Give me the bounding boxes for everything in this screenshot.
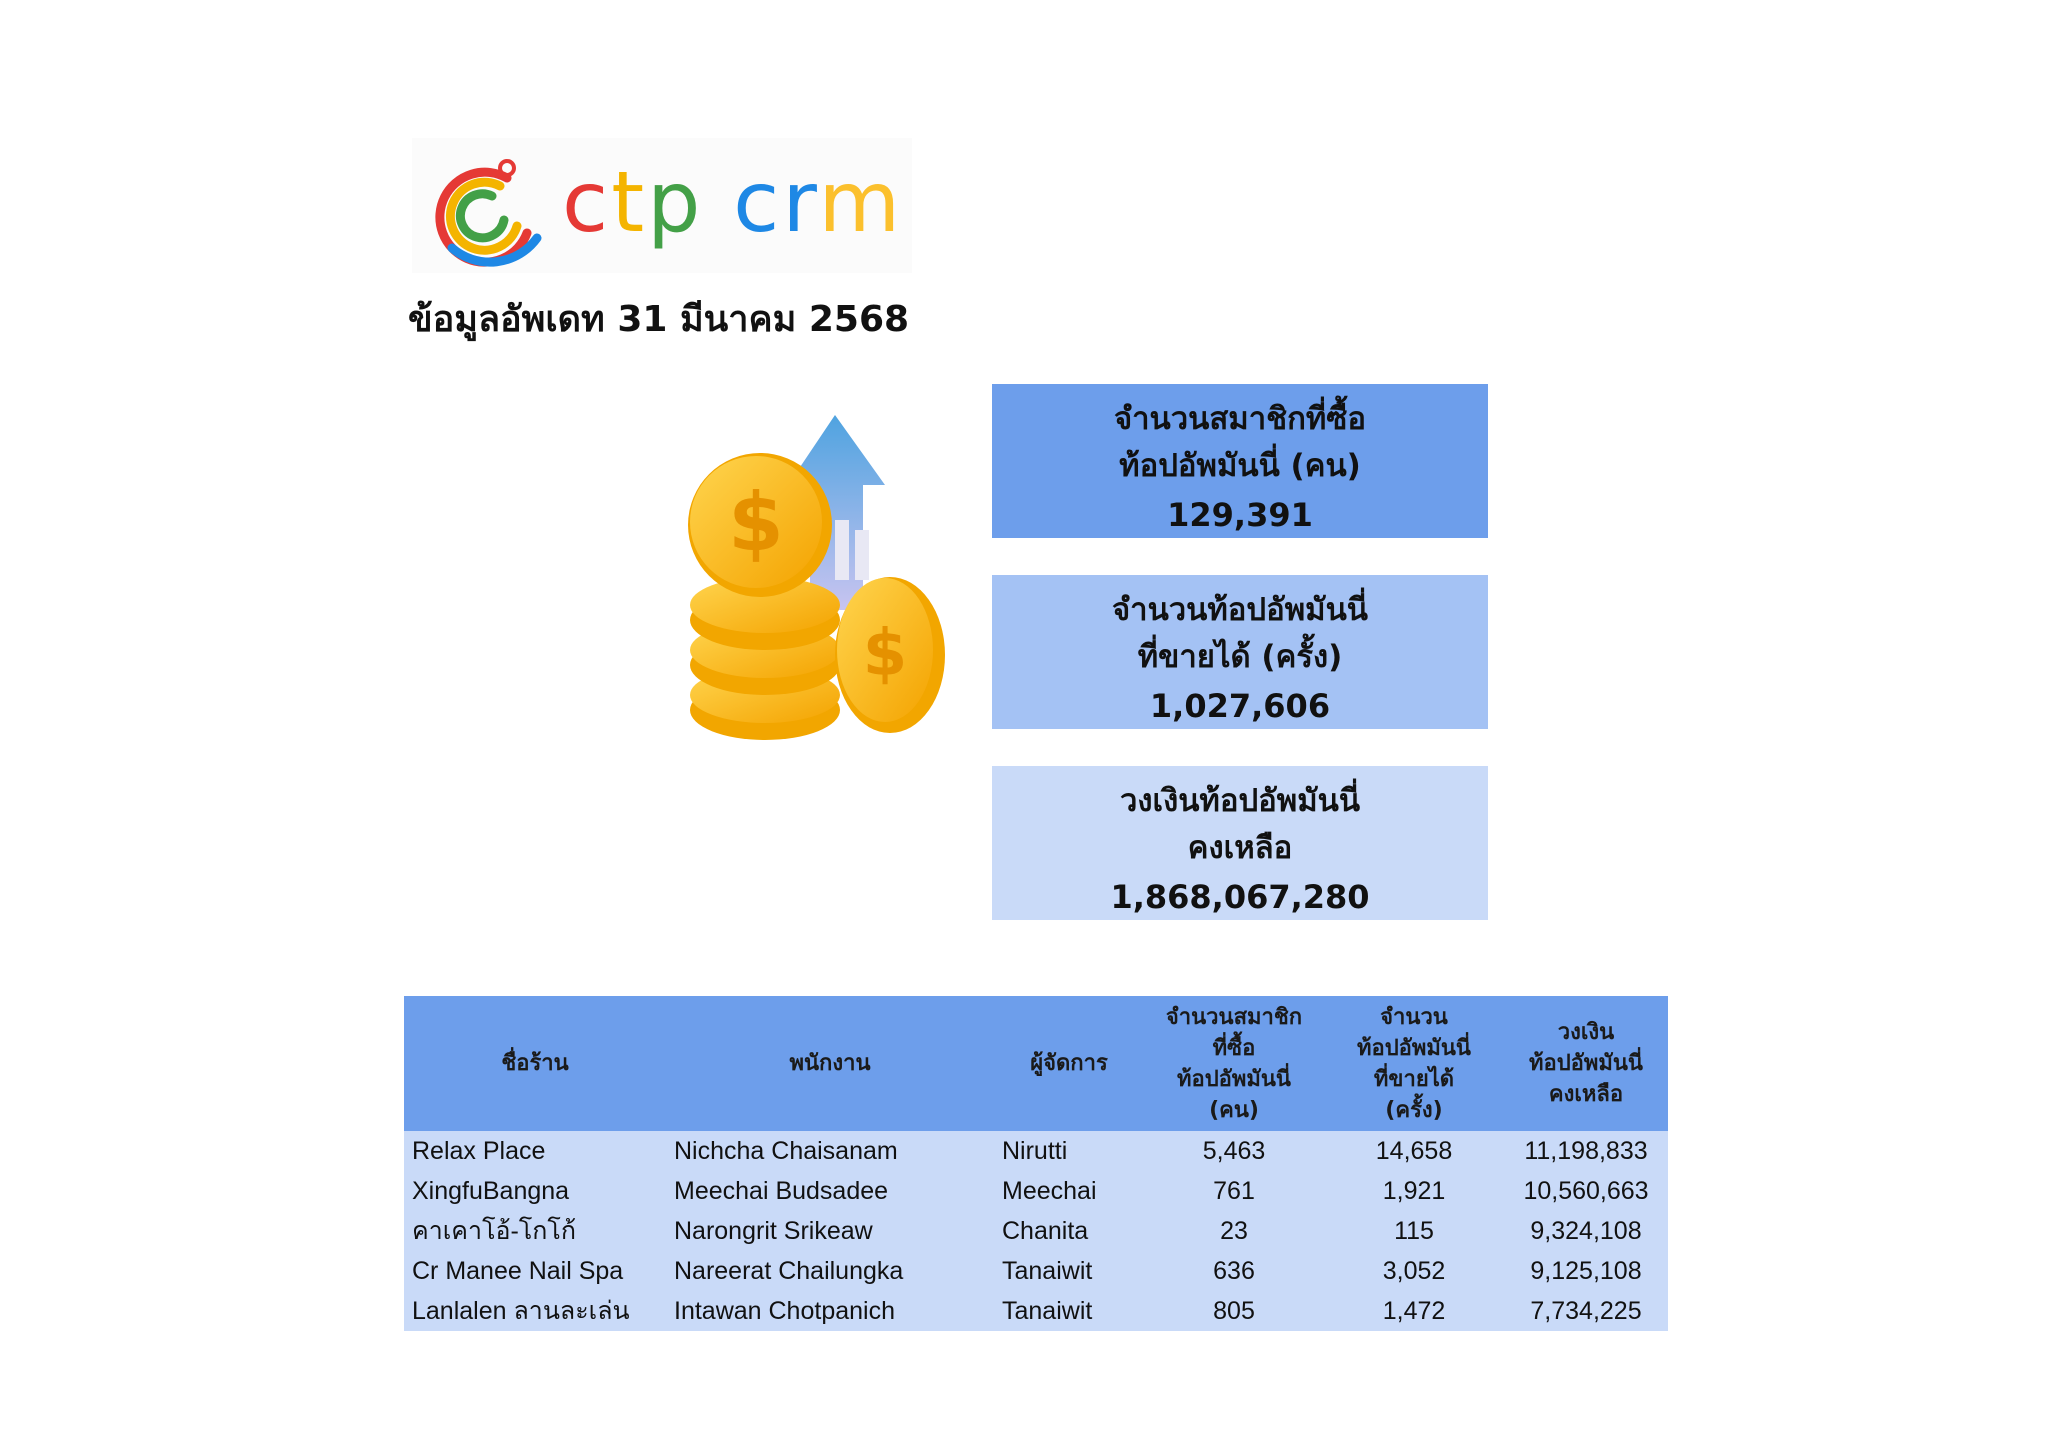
cell-store-name: Cr Manee Nail Spa: [404, 1251, 666, 1291]
header-manager: ผู้จัดการ: [994, 996, 1144, 1131]
header-store-name: ชื่อร้าน: [404, 996, 666, 1131]
cell-topups-sold: 115: [1324, 1211, 1504, 1251]
cell-manager: Meechai: [994, 1171, 1144, 1211]
cell-store-name: XingfuBangna: [404, 1171, 666, 1211]
stat-card-remaining-credit: วงเงินท้อปอัพมันนี่ คงเหลือ 1,868,067,28…: [992, 766, 1488, 920]
stat-card-topups-sold: จำนวนท้อปอัพมันนี่ ที่ขายได้ (ครั้ง) 1,0…: [992, 575, 1488, 729]
table-row: Relax Place Nichcha Chaisanam Nirutti 5,…: [404, 1131, 1668, 1171]
cell-manager: Tanaiwit: [994, 1291, 1144, 1331]
cell-member-count: 5,463: [1144, 1131, 1324, 1171]
table-row: คาเคาโอ้-โกโก้ Narongrit Srikeaw Chanita…: [404, 1211, 1668, 1251]
table-header-row: ชื่อร้าน พนักงาน ผู้จัดการ จำนวนสมาชิก ท…: [404, 996, 1668, 1131]
cell-remaining-credit: 9,125,108: [1504, 1251, 1668, 1291]
cell-employee: Nareerat Chailungka: [666, 1251, 994, 1291]
cell-store-name: คาเคาโอ้-โกโก้: [404, 1211, 666, 1251]
cell-topups-sold: 1,472: [1324, 1291, 1504, 1331]
stat-card-members: จำนวนสมาชิกที่ซื้อ ท้อปอัพมันนี่ (คน) 12…: [992, 384, 1488, 538]
cell-employee: Meechai Budsadee: [666, 1171, 994, 1211]
update-date-label: ข้อมูลอัพเดท 31 มีนาคม 2568: [408, 299, 910, 340]
stat-label: วงเงินท้อปอัพมันนี่ คงเหลือ: [1119, 783, 1361, 866]
cell-employee: Narongrit Srikeaw: [666, 1211, 994, 1251]
store-summary-table: ชื่อร้าน พนักงาน ผู้จัดการ จำนวนสมาชิก ท…: [404, 996, 1668, 1331]
svg-text:$: $: [728, 476, 784, 569]
header-topups-sold: จำนวน ท้อปอัพมันนี่ ที่ขายได้ (ครั้ง): [1324, 996, 1504, 1131]
stat-label: จำนวนท้อปอัพมันนี่ ที่ขายได้ (ครั้ง): [1112, 592, 1368, 675]
cell-topups-sold: 14,658: [1324, 1131, 1504, 1171]
stat-value: 1,868,067,280: [1110, 878, 1370, 916]
ctp-crm-logo-wordmark: ctp crm: [562, 153, 904, 251]
cell-member-count: 23: [1144, 1211, 1324, 1251]
cell-member-count: 805: [1144, 1291, 1324, 1331]
cell-employee: Nichcha Chaisanam: [666, 1131, 994, 1171]
coins-growth-illustration: $ $: [688, 415, 945, 740]
cell-remaining-credit: 9,324,108: [1504, 1211, 1668, 1251]
table-row: XingfuBangna Meechai Budsadee Meechai 76…: [404, 1171, 1668, 1211]
stat-value: 1,027,606: [1149, 687, 1331, 725]
svg-text:$: $: [863, 617, 908, 691]
cell-topups-sold: 1,921: [1324, 1171, 1504, 1211]
cell-member-count: 636: [1144, 1251, 1324, 1291]
ctp-crm-logo-mark: [435, 159, 542, 267]
cell-manager: Chanita: [994, 1211, 1144, 1251]
cell-manager: Tanaiwit: [994, 1251, 1144, 1291]
cell-manager: Nirutti: [994, 1131, 1144, 1171]
cell-remaining-credit: 10,560,663: [1504, 1171, 1668, 1211]
ctp-crm-logo: ctp crm: [412, 138, 912, 273]
table-row: Cr Manee Nail Spa Nareerat Chailungka Ta…: [404, 1251, 1668, 1291]
cell-member-count: 761: [1144, 1171, 1324, 1211]
cell-store-name: Relax Place: [404, 1131, 666, 1171]
header-employee: พนักงาน: [666, 996, 994, 1131]
cell-remaining-credit: 7,734,225: [1504, 1291, 1668, 1331]
cell-topups-sold: 3,052: [1324, 1251, 1504, 1291]
cell-store-name: Lanlalen ลานละเล่น: [404, 1291, 666, 1331]
stat-label: จำนวนสมาชิกที่ซื้อ ท้อปอัพมันนี่ (คน): [1113, 401, 1367, 484]
cell-employee: Intawan Chotpanich: [666, 1291, 994, 1331]
cell-remaining-credit: 11,198,833: [1504, 1131, 1668, 1171]
header-remaining-credit: วงเงิน ท้อปอัพมันนี่ คงเหลือ: [1504, 996, 1668, 1131]
header-member-count: จำนวนสมาชิก ที่ซื้อ ท้อปอัพมันนี่ (คน): [1144, 996, 1324, 1131]
table-row: Lanlalen ลานละเล่น Intawan Chotpanich Ta…: [404, 1291, 1668, 1331]
stat-value: 129,391: [1167, 496, 1313, 534]
